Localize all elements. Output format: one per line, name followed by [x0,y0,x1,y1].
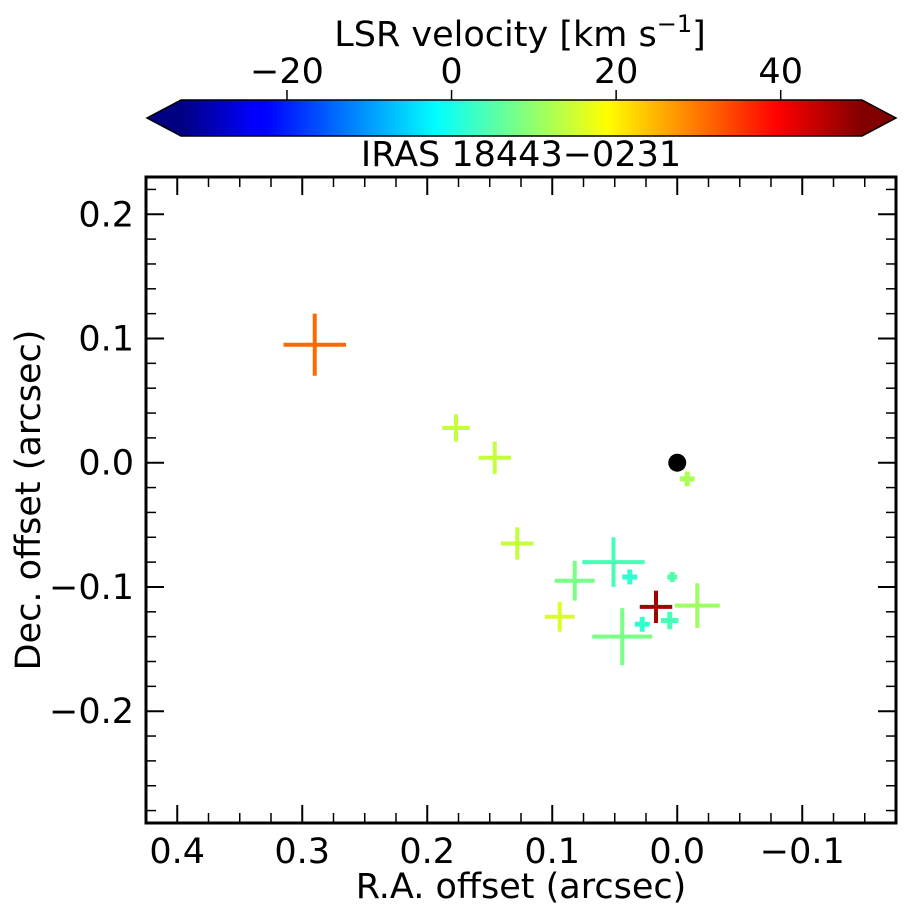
data-point [661,611,679,630]
y-tick-label: 0.0 [78,444,134,484]
colorbar-tick-label: −20 [250,52,324,92]
colorbar-gradient [180,100,863,136]
data-point [674,583,720,628]
reference-marker [668,453,687,472]
y-axis-label: Dec. offset (arcsec) [9,330,49,671]
plot-frame [144,175,898,825]
data-point [442,414,470,442]
x-tick-label: 0.4 [149,832,205,872]
colorbar-extend-low [147,100,181,136]
data-point [501,527,534,560]
data-point [667,572,678,582]
x-tick-label: 0.2 [399,832,455,872]
chart-title: IRAS 18443−0231 [361,135,681,175]
x-tick-label: 0.1 [524,832,580,872]
y-tick-label: 0.1 [78,320,134,360]
colorbar-outline [145,99,898,137]
data-point [544,601,575,632]
data-point [639,590,673,623]
colorbar: LSR velocity [km s−1] −20 0 20 40 [145,10,898,137]
y-tick-label: 0.2 [78,195,134,235]
colorbar-tick-label: 20 [594,52,639,92]
data-point [554,560,595,601]
x-axis-label: R.A. offset (arcsec) [356,867,687,907]
data-point [634,616,650,632]
colorbar-ticks: −20 0 20 40 [250,52,803,100]
data-point [679,471,695,487]
colorbar-tick-label: 40 [758,52,803,92]
data-point [582,537,645,587]
colorbar-extend-high [862,100,896,136]
x-tick-label: 0.3 [274,832,330,872]
data-point [283,313,346,376]
y-tick-label: −0.2 [49,692,134,732]
x-tick-label: −0.1 [760,832,845,872]
data-points [283,313,720,666]
data-point [478,441,511,474]
colorbar-label-sup: −1 [657,10,692,38]
colorbar-tick-label: 0 [440,52,462,92]
colorbar-label: LSR velocity [km s−1] [334,10,706,55]
plot-axes: 0.4 0.3 0.2 0.1 0.0 −0.1 0.2 0.1 0.0 −0.1 −0.2 [49,177,896,872]
x-tick-label: 0.0 [649,832,705,872]
data-point [622,569,638,585]
y-tick-label: −0.1 [49,568,134,608]
data-point [592,608,653,666]
